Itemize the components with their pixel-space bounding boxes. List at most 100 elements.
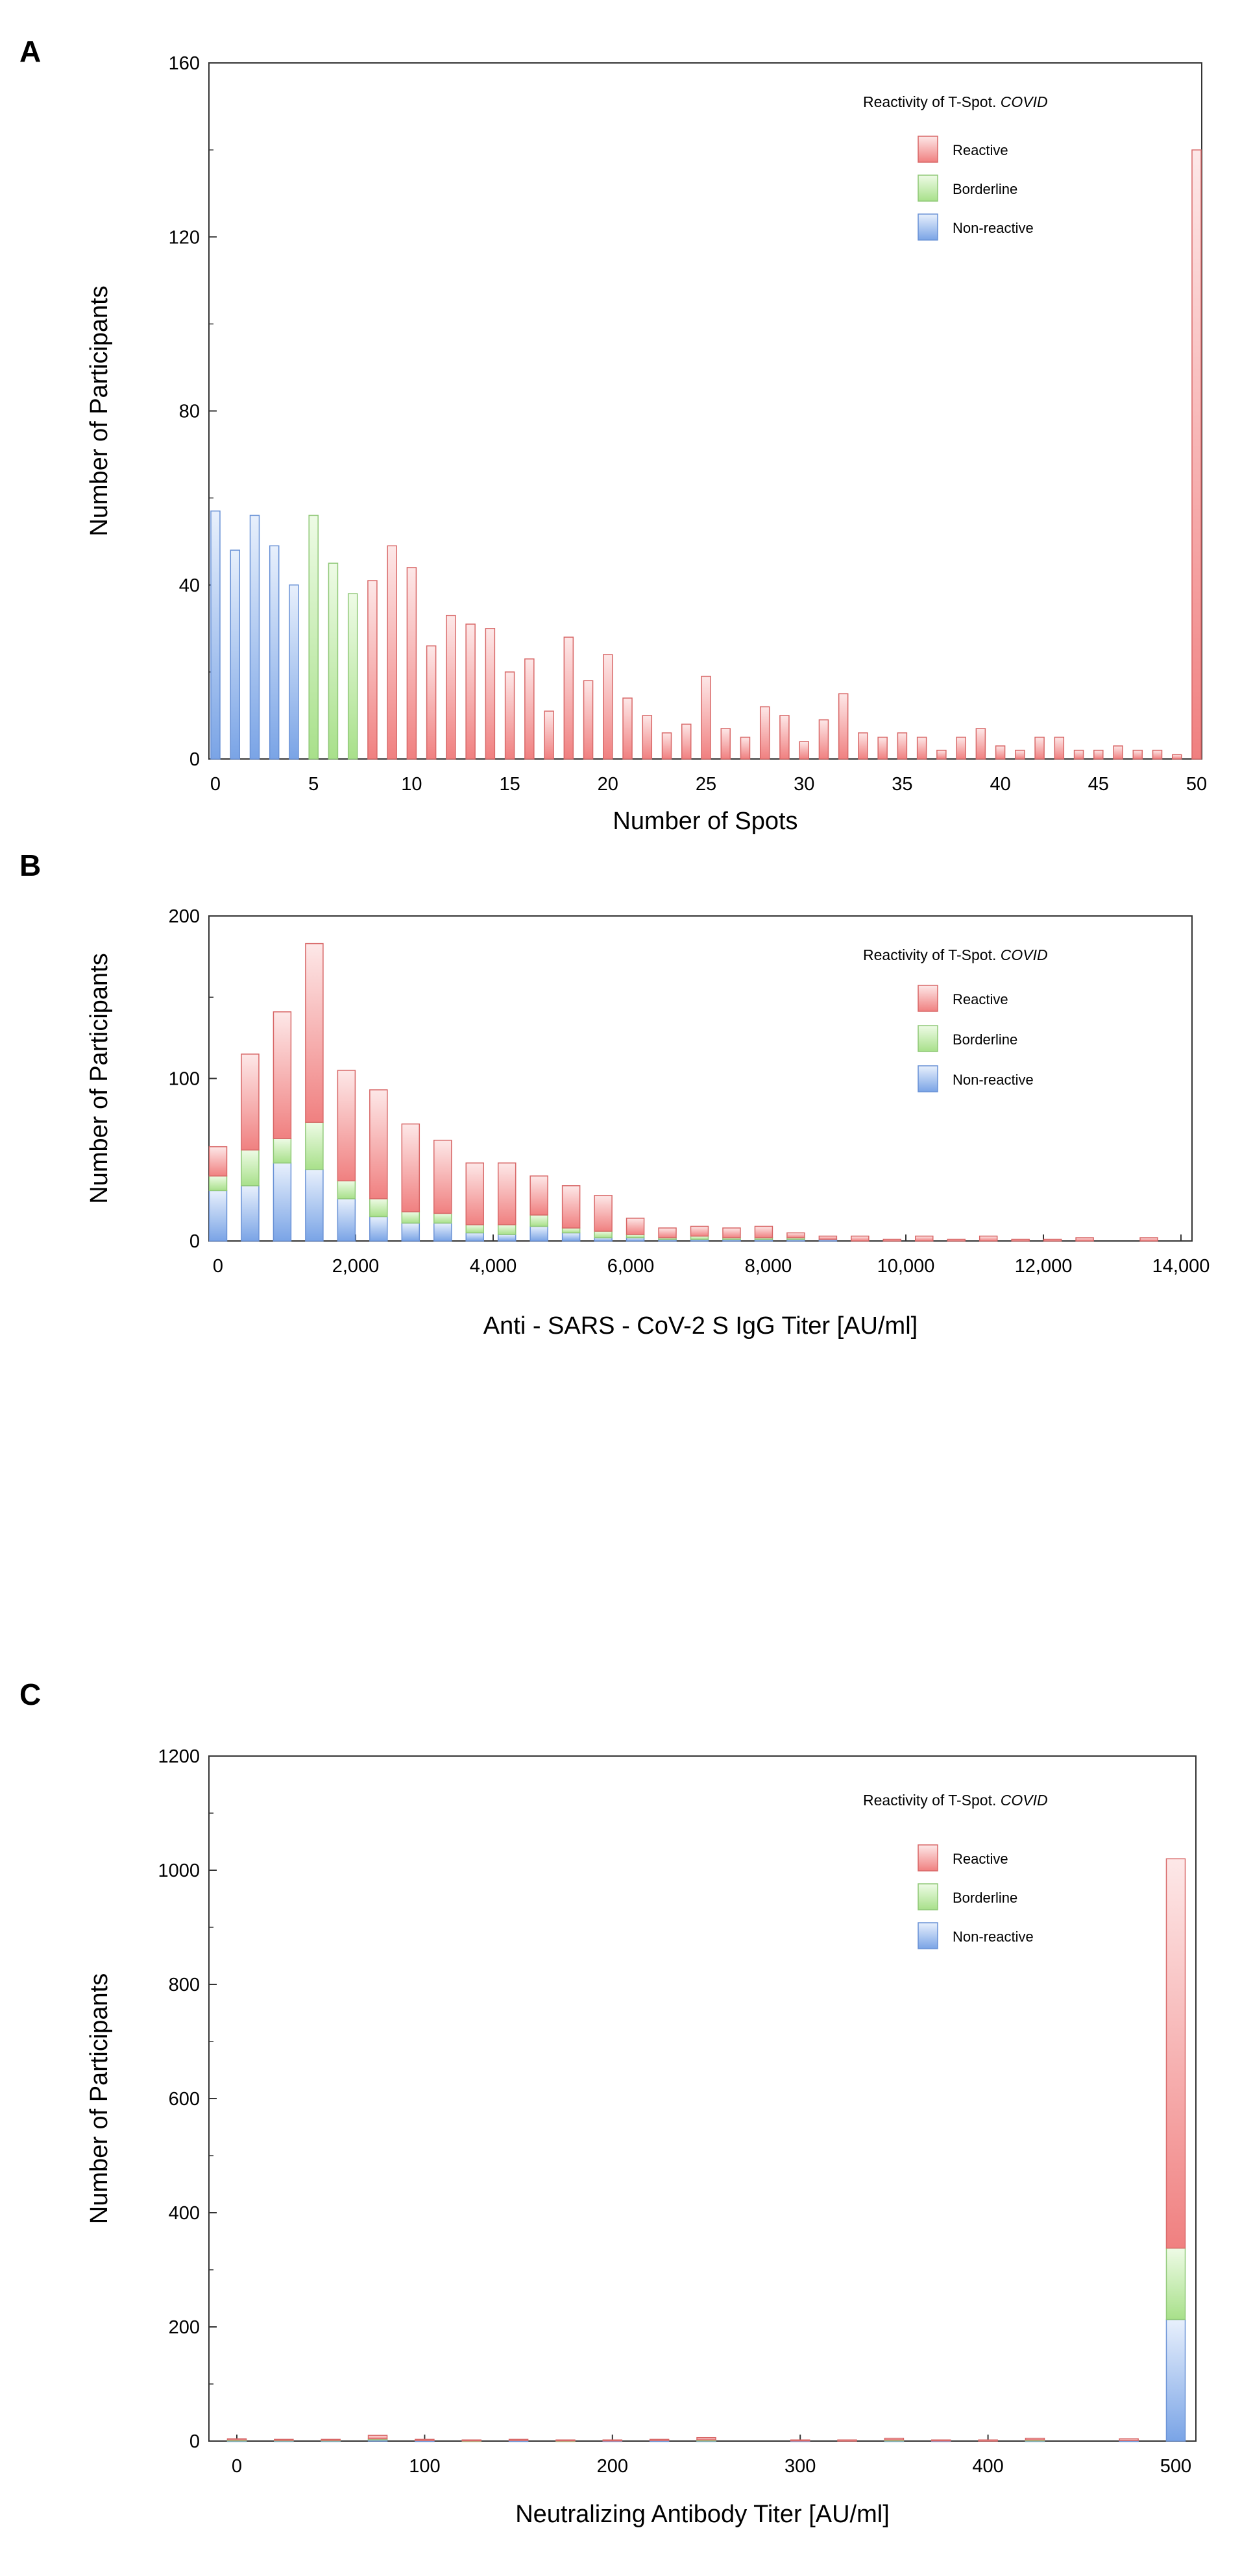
legend-label-reactive: Reactive <box>953 142 1008 158</box>
x-tick-label: 14,000 <box>1152 1256 1210 1277</box>
legend-label-borderline: Borderline <box>953 1890 1017 1906</box>
panel-letter: C <box>19 1678 41 1711</box>
x-tick-label: 0 <box>210 774 221 795</box>
plot-frame <box>208 915 1193 1242</box>
y-tick-label: 80 <box>179 402 200 422</box>
bar-reactive <box>720 728 731 760</box>
bar-reactive <box>504 671 515 760</box>
bar-reactive <box>1152 749 1163 760</box>
panel-letter: A <box>19 34 41 68</box>
bar-reactive <box>956 736 966 760</box>
y-tick-label: 800 <box>169 1975 200 1995</box>
y-tick-label: 200 <box>169 906 200 927</box>
y-tick-label: 160 <box>169 53 200 74</box>
bar-reactive <box>818 1235 838 1240</box>
bar-nonreactive <box>208 1190 228 1242</box>
bar-nonreactive <box>401 1222 420 1242</box>
bar-reactive <box>274 2438 294 2441</box>
bar-reactive <box>931 2439 951 2442</box>
legend-swatch-reactive <box>918 985 938 1012</box>
bar-reactive <box>979 1235 998 1242</box>
bar-reactive <box>642 715 653 760</box>
bar-reactive <box>544 710 554 760</box>
bar-reactive <box>851 1235 870 1242</box>
bar-reactive <box>1093 749 1104 760</box>
legend: Reactivity of T-Spot. COVID Reactive Borde… <box>863 1792 1048 1949</box>
bar-reactive <box>321 2438 341 2441</box>
bar-reactive <box>1015 749 1025 760</box>
y-tick-label: 400 <box>169 2203 200 2224</box>
bar-reactive <box>1113 745 1123 760</box>
bars <box>208 943 1158 1242</box>
bar-borderline <box>273 1138 292 1164</box>
bar-reactive <box>1025 2437 1045 2440</box>
bar-borderline <box>337 1180 356 1199</box>
legend-label-nonreactive: Non-reactive <box>953 220 1034 236</box>
bar-reactive <box>1034 736 1045 760</box>
x-tick-label: 100 <box>409 2456 440 2477</box>
bar-reactive <box>367 580 378 760</box>
legend-swatch-borderline <box>918 175 938 202</box>
bar-nonreactive <box>433 1222 452 1242</box>
x-tick-label: 8,000 <box>745 1256 792 1277</box>
bar-nonreactive <box>594 1237 613 1242</box>
bar-reactive <box>508 2438 529 2441</box>
bar-nonreactive <box>1165 2318 1186 2442</box>
bar-borderline <box>1165 2247 1186 2320</box>
bar-nonreactive <box>369 1216 388 1242</box>
x-axis-title: Anti - SARS - CoV-2 S IgG Titer [AU/ml] <box>483 1312 918 1340</box>
bar-reactive <box>401 1123 420 1212</box>
bar-reactive <box>1119 2438 1139 2441</box>
bar-reactive <box>838 693 849 760</box>
bar-nonreactive <box>230 549 240 760</box>
y-tick-label: 200 <box>169 2317 200 2338</box>
legend-label-reactive: Reactive <box>953 1851 1008 1867</box>
bar-reactive <box>786 1232 805 1238</box>
legend-swatch-nonreactive <box>918 213 938 241</box>
bar-borderline <box>328 562 339 760</box>
legend: Reactivity of T-Spot. COVID Reactive Borde… <box>863 946 1048 1092</box>
bar-reactive <box>696 2437 716 2440</box>
bar-nonreactive <box>210 510 221 760</box>
plot-frame <box>208 62 1202 760</box>
x-tick-label: 25 <box>696 774 716 795</box>
x-tick-label: 30 <box>794 774 814 795</box>
bar-reactive <box>305 943 324 1123</box>
bar-reactive <box>602 2439 623 2442</box>
legend-swatch-reactive <box>918 1844 938 1872</box>
bar-reactive <box>658 1227 677 1238</box>
bar-borderline <box>305 1122 324 1170</box>
legend-title: Reactivity of T-Spot. COVID <box>863 93 1048 110</box>
x-tick-label: 200 <box>597 2456 628 2477</box>
panel-b: B 0 100 200 0 2,000 4,000 6,000 8,000 10,000 12,00… <box>19 849 1210 1340</box>
legend-swatch-borderline <box>918 1883 938 1910</box>
bar-reactive <box>799 741 809 760</box>
bar-reactive <box>837 2439 857 2442</box>
bar-reactive <box>978 2439 998 2442</box>
bar-reactive <box>1075 1237 1094 1242</box>
bar-reactive <box>1172 754 1182 760</box>
bar-nonreactive <box>269 545 280 760</box>
bar-reactive <box>626 1218 645 1235</box>
y-axis-title: Number of Participants <box>86 1973 113 2224</box>
bar-borderline <box>594 1231 613 1238</box>
x-tick-label: 0 <box>232 2456 242 2477</box>
x-tick-label: 500 <box>1160 2456 1191 2477</box>
bar-reactive <box>594 1195 613 1232</box>
legend-swatch-borderline <box>918 1025 938 1052</box>
x-axis-title: Number of Spots <box>613 808 797 835</box>
plot-frame <box>208 1755 1197 2442</box>
bar-reactive <box>722 1227 741 1238</box>
bar-reactive <box>465 623 476 760</box>
x-tick-label: 40 <box>990 774 1010 795</box>
bar-borderline <box>626 1234 645 1238</box>
bar-reactive <box>1191 149 1202 760</box>
bar-borderline <box>690 1235 709 1240</box>
bar-reactive <box>426 645 437 760</box>
bar-borderline <box>465 1224 484 1234</box>
bar-reactive <box>975 728 986 760</box>
bar-reactive <box>1054 736 1065 760</box>
bar-reactive <box>1132 749 1143 760</box>
bar-reactive <box>583 680 594 760</box>
bar-nonreactive <box>241 1185 260 1242</box>
